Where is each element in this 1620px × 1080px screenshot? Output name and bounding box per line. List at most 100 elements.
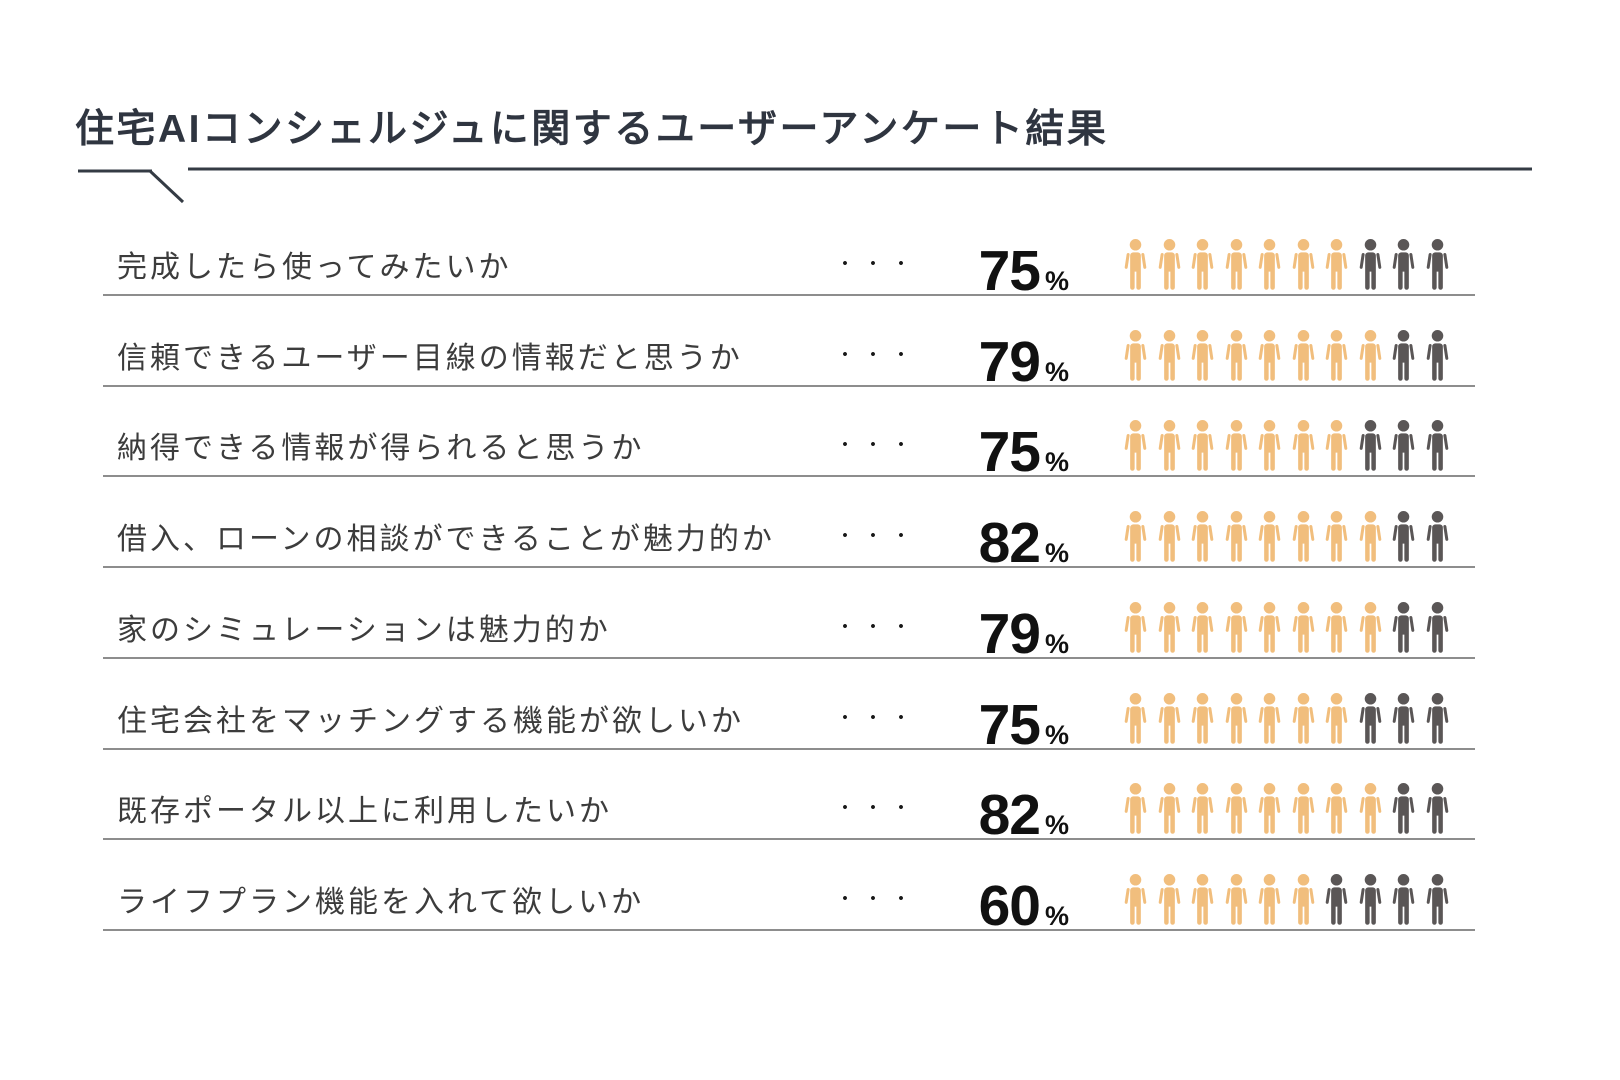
question-label: 家のシミュレーションは魅力的か <box>117 613 611 647</box>
pictogram-people <box>1120 783 1455 837</box>
person-icon <box>1258 783 1281 835</box>
person-icon <box>1392 511 1415 562</box>
person-icon <box>1124 238 1147 290</box>
pictogram-people <box>1120 420 1455 474</box>
person-icon <box>1359 511 1381 562</box>
person-icon <box>1158 601 1180 653</box>
question-label: 信頼できるユーザー目線の情報だと思うか <box>117 341 743 375</box>
person-icon <box>1359 601 1381 653</box>
person-icon <box>1124 329 1147 381</box>
person-icon <box>1258 692 1281 744</box>
person-icon <box>1258 329 1281 381</box>
person-icon <box>1426 238 1448 290</box>
person-icon <box>1225 238 1247 290</box>
survey-row: 完成したら使ってみたいか ・・・ 75 % <box>103 205 1475 299</box>
person-icon <box>1325 420 1348 472</box>
person-icon <box>1191 511 1214 562</box>
pictogram-people <box>1120 874 1455 928</box>
person-icon <box>1225 874 1247 925</box>
person-icon <box>1158 329 1180 381</box>
question-label: 借入、ローンの相談ができることが魅力的か <box>117 523 775 556</box>
person-icon <box>1124 511 1147 562</box>
person-icon <box>1426 601 1448 653</box>
dots-separator: ・・・ <box>835 707 920 729</box>
person-icon <box>1191 783 1214 835</box>
person-icon <box>1158 874 1180 925</box>
percent-value: 75 <box>978 692 1041 757</box>
person-icon <box>1359 692 1381 744</box>
person-icon <box>1359 420 1381 472</box>
dots-separator: ・・・ <box>835 253 920 275</box>
person-icon <box>1392 601 1415 653</box>
person-icon <box>1191 420 1214 472</box>
person-icon <box>1426 874 1448 925</box>
percent-group: 75 % <box>925 692 1075 757</box>
survey-row: 家のシミュレーションは魅力的か ・・・ 79 % <box>103 568 1475 662</box>
person-icon <box>1258 420 1281 472</box>
person-icon <box>1225 783 1247 835</box>
title-underline-decoration <box>78 167 1532 204</box>
pictogram-people <box>1120 329 1455 384</box>
percent-value: 79 <box>978 601 1041 666</box>
person-icon <box>1158 238 1180 290</box>
survey-row: 納得できる情報が得られると思うか ・・・ 75 % <box>103 387 1475 481</box>
dots-separator: ・・・ <box>835 435 920 457</box>
person-icon <box>1158 692 1180 744</box>
question-label: 納得できる情報が得られると思うか <box>117 432 645 466</box>
dots-separator: ・・・ <box>835 344 920 366</box>
person-icon <box>1392 783 1415 835</box>
person-icon <box>1292 601 1314 653</box>
percent-group: 82 % <box>925 787 1075 844</box>
person-icon <box>1225 601 1247 653</box>
person-icon <box>1124 420 1147 472</box>
person-icon <box>1392 874 1415 925</box>
person-icon <box>1292 420 1314 472</box>
person-icon <box>1426 783 1448 835</box>
person-icon <box>1158 511 1180 562</box>
survey-row: ライフプラン機能を入れて欲しいか ・・・ 60 % <box>103 840 1475 935</box>
percent-value: 82 <box>978 511 1041 575</box>
percent-value: 82 <box>978 783 1041 848</box>
question-label: 住宅会社をマッチングする機能が欲しいか <box>117 704 744 738</box>
percent-group: 60 % <box>925 878 1075 935</box>
person-icon <box>1258 511 1281 562</box>
dots-separator: ・・・ <box>835 889 920 910</box>
percent-sign: % <box>1044 356 1069 387</box>
pictogram-people <box>1120 511 1455 565</box>
percent-sign: % <box>1044 447 1069 478</box>
question-label: 既存ポータル以上に利用したいか <box>117 795 612 829</box>
survey-table: 完成したら使ってみたいか ・・・ 75 % 信頼できるユーザー目線の情報だと思う… <box>103 205 1475 935</box>
percent-value: 75 <box>978 238 1041 303</box>
percent-value: 75 <box>978 420 1041 485</box>
survey-row: 借入、ローンの相談ができることが魅力的か ・・・ 82 % <box>103 477 1475 572</box>
person-icon <box>1292 329 1314 381</box>
person-icon <box>1292 783 1314 835</box>
person-icon <box>1191 238 1214 290</box>
person-icon <box>1258 874 1281 925</box>
person-icon <box>1124 783 1147 835</box>
survey-row: 信頼できるユーザー目線の情報だと思うか ・・・ 79 % <box>103 296 1475 390</box>
dots-separator: ・・・ <box>835 616 920 638</box>
person-icon <box>1359 329 1381 381</box>
person-icon <box>1359 238 1381 290</box>
survey-row: 既存ポータル以上に利用したいか ・・・ 82 % <box>103 750 1475 844</box>
person-icon <box>1426 511 1448 562</box>
person-icon <box>1426 420 1448 472</box>
person-icon <box>1124 692 1147 744</box>
pictogram-people <box>1120 238 1455 293</box>
percent-group: 75 % <box>925 424 1075 481</box>
person-icon <box>1191 692 1214 744</box>
person-icon <box>1158 783 1180 835</box>
dots-separator: ・・・ <box>835 526 920 547</box>
person-icon <box>1392 420 1415 472</box>
person-icon <box>1325 511 1348 562</box>
person-icon <box>1325 329 1348 381</box>
person-icon <box>1325 692 1348 744</box>
percent-sign: % <box>1044 628 1069 659</box>
percent-sign: % <box>1044 265 1069 296</box>
person-icon <box>1225 329 1247 381</box>
person-icon <box>1258 238 1281 290</box>
percent-group: 82 % <box>925 515 1075 572</box>
person-icon <box>1191 329 1214 381</box>
